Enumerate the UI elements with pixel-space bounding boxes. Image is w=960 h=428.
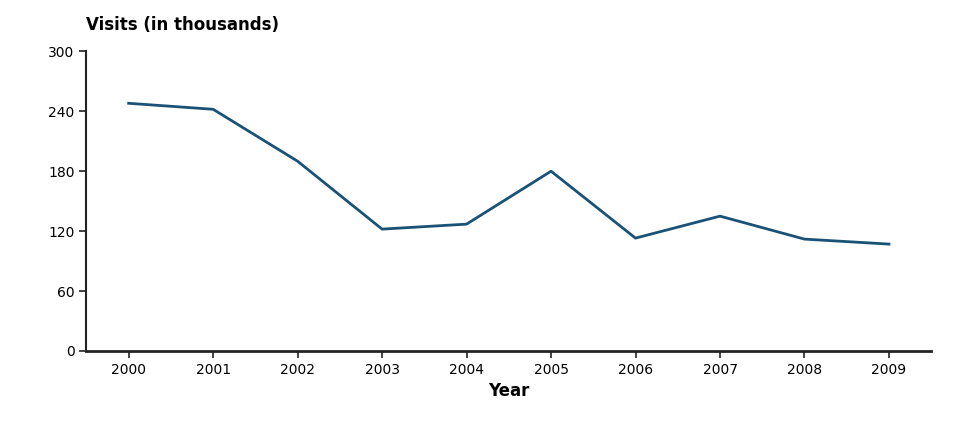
Text: Visits (in thousands): Visits (in thousands) (86, 16, 279, 34)
X-axis label: Year: Year (488, 382, 530, 400)
